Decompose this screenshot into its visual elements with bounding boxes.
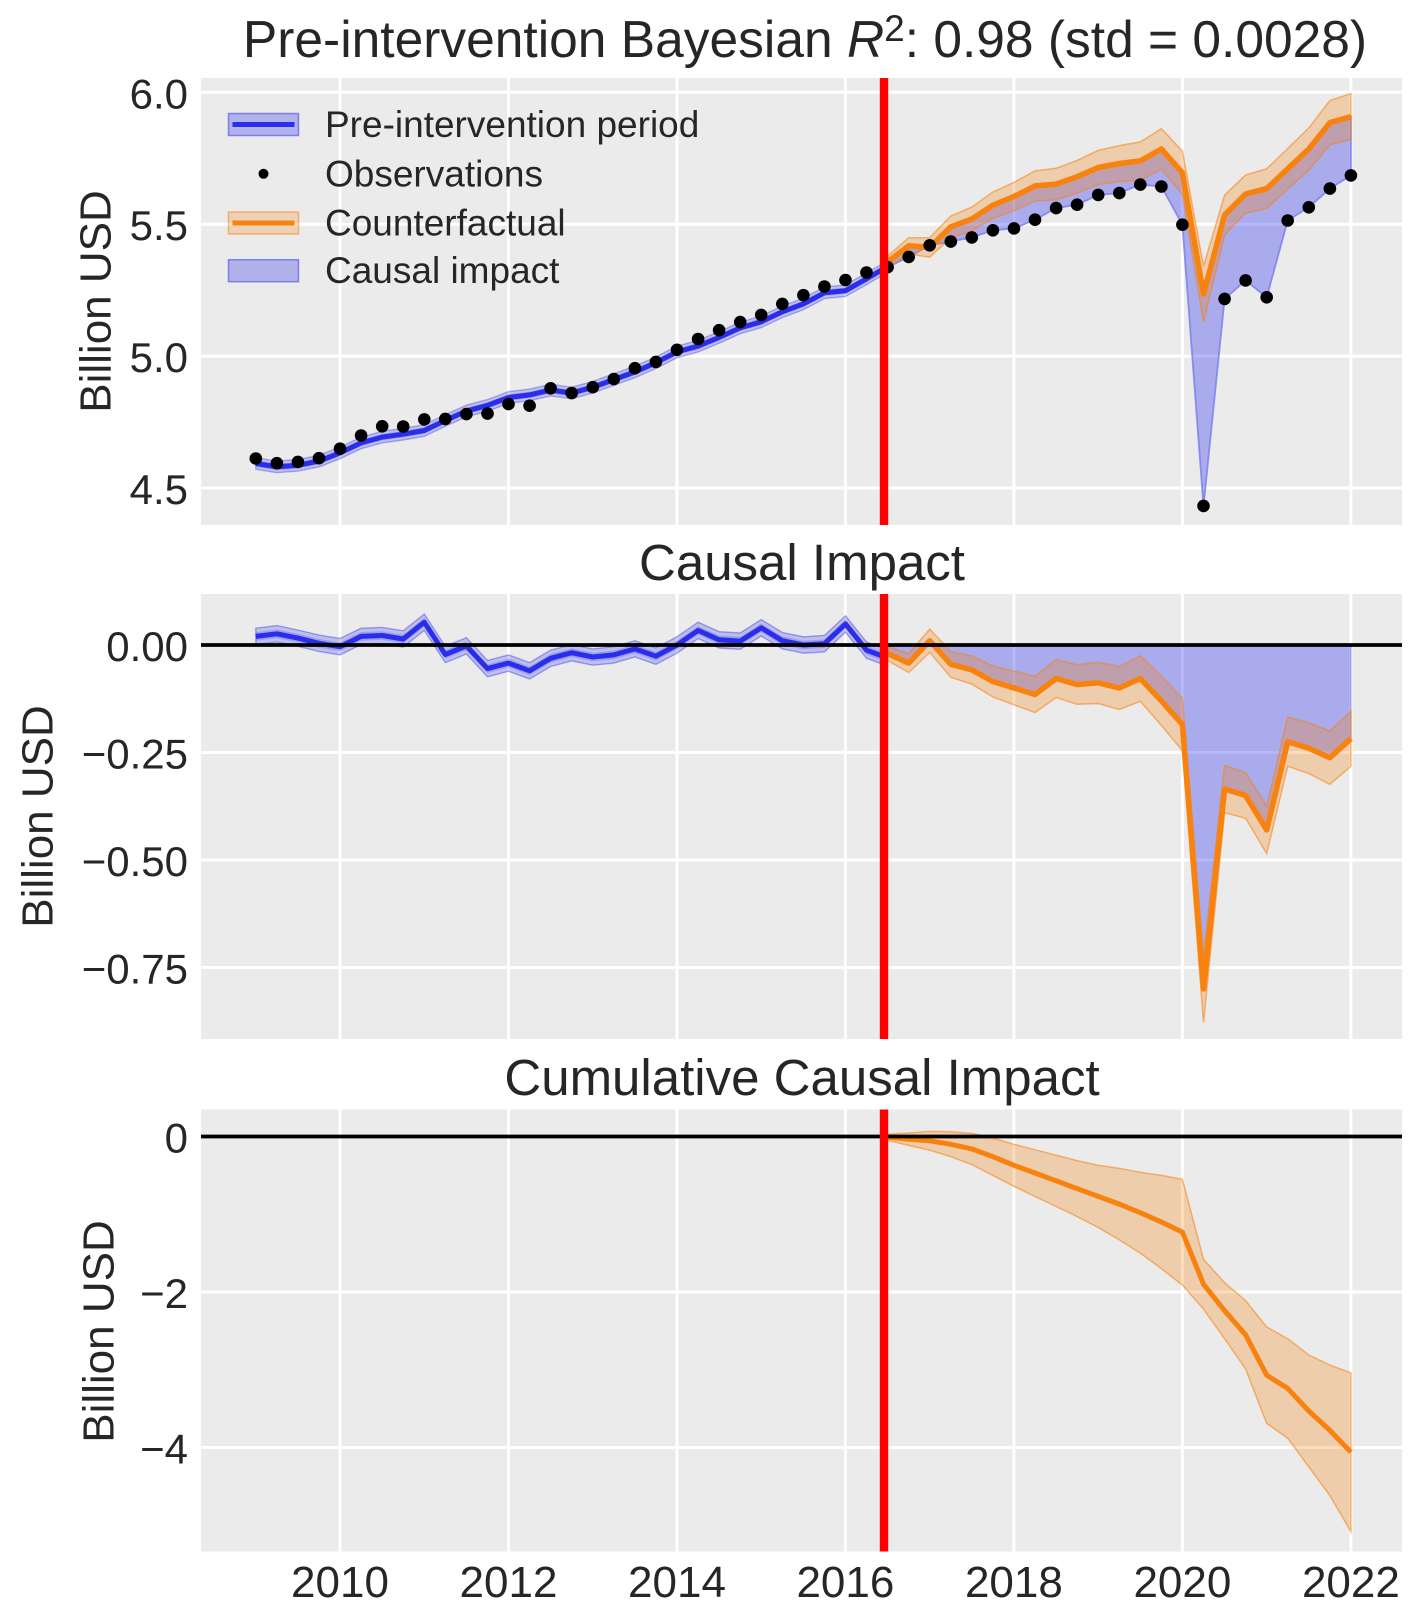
svg-text:Causal impact: Causal impact [325, 250, 560, 291]
svg-text:5.5: 5.5 [130, 202, 188, 249]
svg-text:2022: 2022 [1302, 1558, 1400, 1607]
svg-text:Billion USD: Billion USD [14, 705, 63, 928]
svg-text:Counterfactual: Counterfactual [325, 203, 566, 244]
svg-text:0: 0 [165, 1115, 188, 1162]
svg-text:Causal Impact: Causal Impact [639, 534, 965, 591]
svg-text:5.0: 5.0 [130, 334, 188, 381]
svg-text:Billion USD: Billion USD [72, 190, 121, 413]
svg-text:Observations: Observations [325, 153, 543, 194]
svg-text:6.0: 6.0 [130, 70, 188, 117]
svg-text:Billion USD: Billion USD [75, 1220, 124, 1443]
svg-text:2016: 2016 [796, 1558, 894, 1607]
svg-text:−4: −4 [140, 1426, 188, 1473]
svg-text:Pre-intervention period: Pre-intervention period [325, 104, 699, 145]
svg-text:2012: 2012 [460, 1558, 558, 1607]
svg-text:2014: 2014 [628, 1558, 726, 1607]
svg-text:−0.75: −0.75 [82, 946, 188, 993]
svg-text:Cumulative Causal Impact: Cumulative Causal Impact [504, 1049, 1099, 1106]
svg-text:Pre-intervention Bayesian R2:: Pre-intervention Bayesian R2: 0.98 (std … [243, 8, 1367, 68]
svg-text:2018: 2018 [965, 1558, 1063, 1607]
svg-text:−2: −2 [140, 1270, 188, 1317]
svg-text:−0.25: −0.25 [82, 731, 188, 778]
svg-text:−0.50: −0.50 [82, 838, 188, 885]
svg-text:2020: 2020 [1133, 1558, 1231, 1607]
svg-text:2010: 2010 [291, 1558, 389, 1607]
svg-text:4.5: 4.5 [130, 466, 188, 513]
svg-text:0.00: 0.00 [106, 623, 188, 670]
